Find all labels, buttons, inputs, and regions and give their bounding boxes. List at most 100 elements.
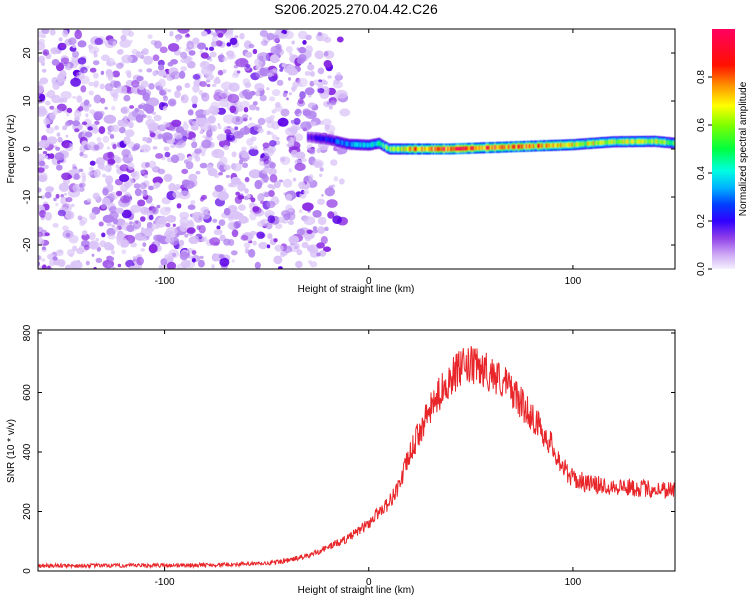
noise-blob: [137, 199, 146, 207]
noise-blob: [201, 194, 207, 200]
carrier-cell: [668, 140, 671, 145]
noise-blob: [123, 115, 128, 120]
noise-blob: [38, 55, 46, 64]
carrier-cell: [590, 141, 592, 146]
noise-blob: [316, 148, 321, 154]
noise-blob: [59, 70, 67, 79]
carrier-cell: [627, 139, 629, 144]
noise-blob: [106, 227, 116, 237]
noise-blob: [57, 209, 66, 217]
carrier-cell: [542, 143, 545, 148]
noise-blob: [286, 136, 291, 141]
noise-blob: [213, 150, 219, 155]
noise-blob: [230, 250, 238, 256]
noise-blob: [260, 200, 265, 205]
carrier-cell: [405, 146, 408, 152]
noise-blob: [190, 124, 199, 131]
noise-blob: [43, 118, 50, 125]
noise-blob: [76, 247, 85, 255]
noise-blob: [202, 135, 207, 139]
noise-blob: [112, 41, 117, 46]
figure-title: S206.2025.270.04.42.C26: [274, 1, 438, 17]
noise-blob: [45, 100, 51, 106]
noise-blob: [223, 164, 231, 171]
noise-blob: [128, 31, 135, 37]
carrier-cell: [667, 140, 669, 145]
noise-blob: [338, 178, 345, 185]
noise-blob: [39, 210, 47, 218]
noise-blob: [300, 121, 312, 131]
noise-blob: [285, 46, 293, 53]
carrier-cell: [401, 146, 403, 152]
noise-blob: [117, 263, 122, 268]
noise-blob: [95, 257, 103, 263]
noise-blob: [116, 85, 128, 94]
carrier-cell: [418, 146, 421, 152]
noise-blob: [113, 226, 120, 232]
noise-blob: [244, 217, 249, 223]
noise-blob: [272, 68, 278, 73]
noise-blob: [201, 139, 212, 149]
carrier-cell: [605, 140, 608, 145]
carrier-cell: [361, 142, 363, 147]
noise-blob: [286, 143, 291, 148]
noise-blob: [223, 207, 231, 216]
carrier-cell: [455, 146, 458, 151]
noise-blob: [254, 83, 265, 91]
noise-blob: [199, 122, 212, 131]
noise-blob: [191, 137, 196, 141]
noise-blob: [231, 151, 237, 158]
y-tick-label: 400: [22, 443, 33, 460]
carrier-cell: [612, 139, 615, 144]
noise-blob: [243, 242, 251, 249]
carrier-cell: [499, 145, 502, 150]
carrier-cell: [367, 142, 369, 148]
carrier-cell: [318, 136, 320, 141]
noise-blob: [211, 264, 215, 269]
carrier-cell: [634, 139, 636, 144]
noise-blob: [181, 168, 189, 175]
noise-blob: [96, 137, 102, 142]
carrier-cell: [578, 142, 581, 147]
noise-blob: [163, 146, 170, 151]
noise-blob: [222, 56, 228, 62]
noise-blob: [115, 207, 124, 214]
noise-blob: [116, 50, 120, 55]
carrier-cell: [641, 139, 643, 144]
noise-blob: [323, 36, 332, 43]
noise-blob: [152, 126, 158, 131]
carrier-cell: [458, 146, 461, 151]
noise-blob: [209, 51, 217, 58]
carrier-cell: [351, 142, 353, 147]
noise-blob: [333, 176, 339, 182]
carrier-cell: [434, 146, 436, 152]
noise-blob: [103, 114, 117, 124]
noise-blob: [76, 95, 83, 103]
noise-blob: [65, 120, 72, 127]
noise-blob: [192, 84, 200, 93]
carrier-cell: [504, 144, 506, 150]
carrier-cell: [448, 146, 451, 152]
carrier-cell: [648, 139, 651, 144]
noise-blob: [266, 87, 270, 91]
noise-blob: [254, 261, 261, 269]
noise-blob: [163, 173, 173, 182]
noise-blob: [165, 222, 171, 228]
noise-blob: [72, 245, 78, 252]
x-tick-label: -100: [155, 276, 175, 287]
noise-blob: [336, 36, 344, 43]
noise-blob: [330, 159, 338, 166]
carrier-cell: [407, 146, 409, 152]
noise-blob: [115, 156, 122, 164]
noise-blob: [107, 233, 116, 240]
noise-blob: [120, 34, 127, 42]
noise-blob: [281, 62, 286, 68]
noise-blob: [266, 121, 275, 129]
noise-blob: [256, 221, 265, 227]
noise-blob: [60, 194, 64, 198]
noise-blob: [52, 81, 60, 90]
noise-blob: [222, 69, 227, 74]
carrier-cell: [315, 135, 318, 141]
noise-blob: [133, 183, 141, 189]
carrier-cell: [515, 144, 518, 149]
